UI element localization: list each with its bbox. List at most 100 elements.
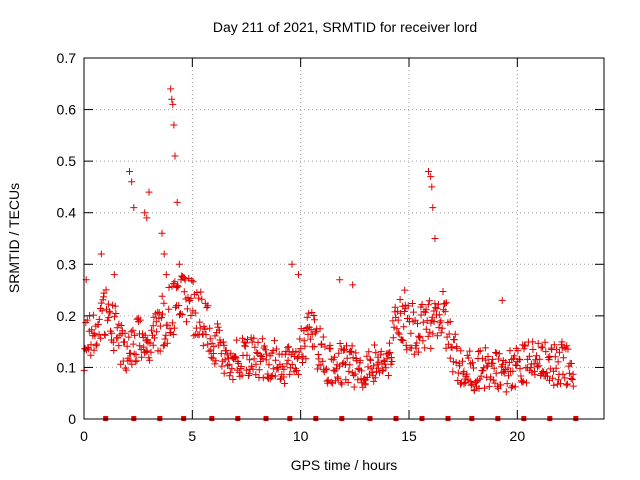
data-point xyxy=(368,369,376,376)
data-point xyxy=(529,338,537,346)
data-point xyxy=(180,288,188,296)
data-point xyxy=(495,350,503,358)
data-point xyxy=(457,347,465,355)
data-point xyxy=(133,357,141,365)
data-point xyxy=(177,310,184,318)
data-point xyxy=(311,316,318,324)
data-point xyxy=(551,353,559,361)
data-point xyxy=(481,344,489,352)
data-point xyxy=(161,335,169,343)
data-point xyxy=(127,349,135,357)
data-point xyxy=(451,330,459,338)
data-point xyxy=(106,309,114,317)
data-point xyxy=(529,346,537,353)
data-point xyxy=(233,336,241,344)
data-point xyxy=(511,383,519,391)
data-point xyxy=(195,294,203,302)
data-point xyxy=(101,330,109,338)
data-point xyxy=(174,282,181,290)
data-point xyxy=(347,347,354,355)
data-point xyxy=(171,152,179,160)
data-point xyxy=(136,316,144,324)
data-point xyxy=(84,344,92,352)
data-point xyxy=(559,370,567,378)
data-point xyxy=(417,311,425,319)
data-point xyxy=(110,347,118,354)
data-point xyxy=(422,325,430,333)
data-point xyxy=(101,331,109,339)
data-point xyxy=(476,375,484,383)
data-point xyxy=(410,350,418,358)
data-point xyxy=(89,311,97,319)
data-point xyxy=(516,365,524,373)
data-point xyxy=(569,382,577,390)
data-point xyxy=(159,310,166,318)
data-point xyxy=(228,365,236,373)
data-point xyxy=(365,348,373,356)
data-point xyxy=(391,303,399,311)
data-point xyxy=(255,366,263,374)
data-point xyxy=(386,339,393,347)
data-point xyxy=(225,360,233,368)
data-point xyxy=(251,343,259,351)
data-point xyxy=(197,288,205,296)
data-point xyxy=(567,360,575,367)
data-point xyxy=(388,358,396,365)
data-point xyxy=(156,322,164,330)
data-point xyxy=(554,358,562,366)
data-point xyxy=(201,325,209,333)
data-point xyxy=(402,341,410,349)
data-point xyxy=(207,353,215,361)
data-point xyxy=(556,348,563,356)
data-point xyxy=(539,343,546,351)
data-point xyxy=(481,384,488,392)
data-point xyxy=(246,356,254,364)
data-point xyxy=(394,329,402,337)
data-point xyxy=(433,332,441,340)
data-point xyxy=(321,343,329,351)
data-point xyxy=(193,289,201,297)
data-point xyxy=(404,302,412,310)
data-point xyxy=(427,173,435,181)
data-point xyxy=(445,330,453,338)
data-point xyxy=(441,300,449,308)
data-point xyxy=(283,360,291,368)
data-point xyxy=(477,372,485,380)
data-point xyxy=(317,361,325,369)
data-point xyxy=(479,367,487,375)
data-point xyxy=(382,364,390,372)
data-point xyxy=(360,375,368,383)
data-point xyxy=(158,292,166,300)
data-point xyxy=(130,204,138,212)
data-point xyxy=(204,302,212,310)
data-point xyxy=(97,299,105,307)
data-point xyxy=(465,354,473,362)
data-point xyxy=(260,342,268,350)
data-point xyxy=(450,336,458,344)
data-point xyxy=(394,316,402,324)
data-point xyxy=(146,356,154,364)
data-point xyxy=(214,323,222,331)
data-point xyxy=(568,376,576,383)
data-point xyxy=(401,286,409,294)
data-point xyxy=(460,380,468,388)
data-point xyxy=(315,355,323,363)
data-point xyxy=(400,308,408,315)
data-point xyxy=(295,348,303,356)
data-point xyxy=(198,295,206,303)
data-point xyxy=(206,335,214,343)
y-tick-label: 0.1 xyxy=(57,359,77,375)
data-point xyxy=(459,357,466,365)
data-point xyxy=(158,229,166,237)
data-point xyxy=(248,362,256,370)
data-point xyxy=(223,351,231,359)
data-point xyxy=(470,387,478,395)
data-point xyxy=(211,360,219,368)
data-point xyxy=(367,356,375,364)
data-point xyxy=(168,95,176,103)
data-point xyxy=(533,352,540,360)
data-point xyxy=(374,364,382,372)
data-point xyxy=(490,364,498,372)
data-point xyxy=(136,342,144,350)
